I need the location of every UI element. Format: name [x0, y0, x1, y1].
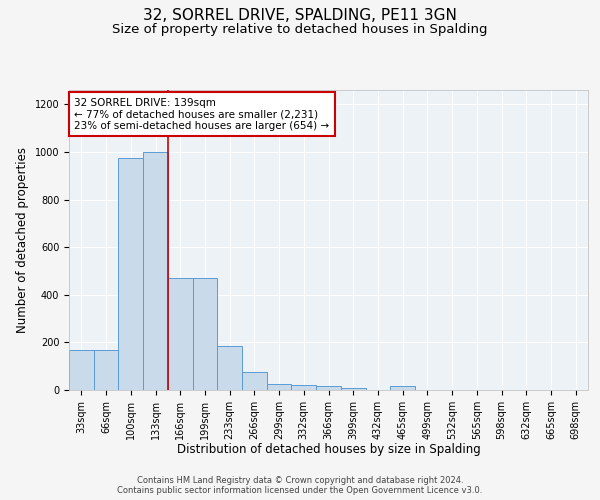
Bar	[292, 385, 316, 390]
Text: 32 SORREL DRIVE: 139sqm
← 77% of detached houses are smaller (2,231)
23% of semi: 32 SORREL DRIVE: 139sqm ← 77% of detache…	[74, 98, 329, 130]
Bar	[390, 386, 415, 390]
Text: 32, SORREL DRIVE, SPALDING, PE11 3GN: 32, SORREL DRIVE, SPALDING, PE11 3GN	[143, 8, 457, 22]
Bar	[168, 278, 193, 390]
Bar	[193, 278, 217, 390]
Bar	[118, 158, 143, 390]
Bar	[143, 152, 168, 390]
Bar	[217, 346, 242, 390]
Text: Size of property relative to detached houses in Spalding: Size of property relative to detached ho…	[112, 22, 488, 36]
Bar	[341, 388, 365, 390]
Y-axis label: Number of detached properties: Number of detached properties	[16, 147, 29, 333]
Bar	[316, 386, 341, 390]
Bar	[69, 350, 94, 390]
Bar	[267, 384, 292, 390]
Text: Contains HM Land Registry data © Crown copyright and database right 2024.
Contai: Contains HM Land Registry data © Crown c…	[118, 476, 482, 495]
Bar	[94, 350, 118, 390]
Text: Distribution of detached houses by size in Spalding: Distribution of detached houses by size …	[177, 442, 481, 456]
Bar	[242, 372, 267, 390]
